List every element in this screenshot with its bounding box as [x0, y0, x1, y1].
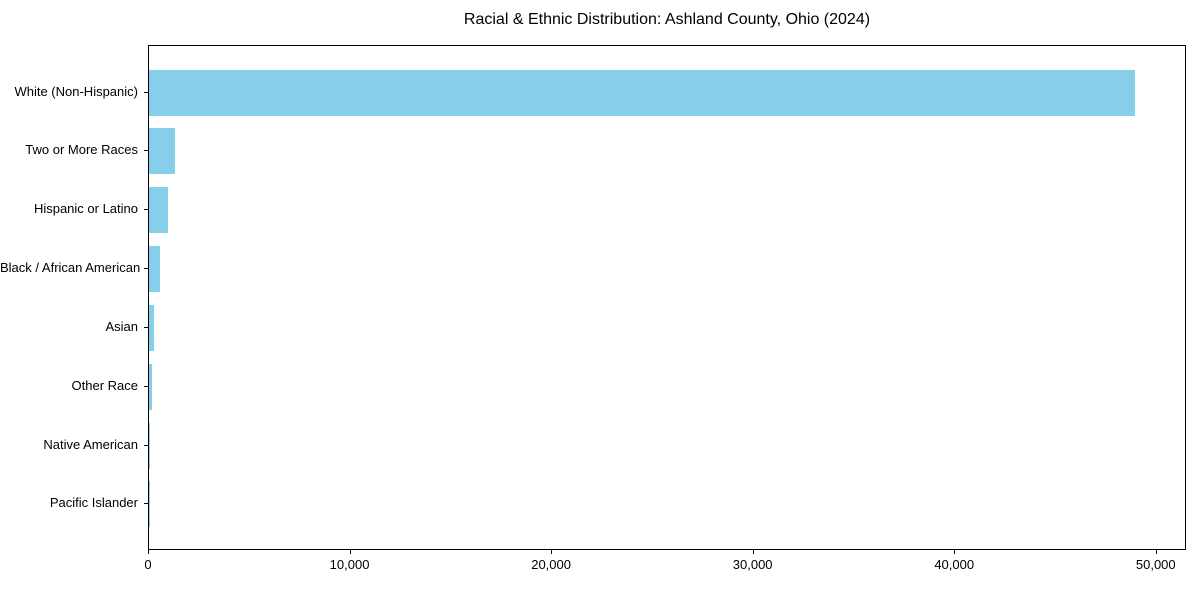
x-tick-mark — [349, 550, 351, 554]
y-tick-label-pacific-islander: Pacific Islander — [49, 495, 138, 511]
bar-asian — [149, 304, 154, 351]
x-tick-mark — [752, 550, 754, 554]
y-tick-mark — [144, 209, 148, 211]
bar-black-african-american — [149, 246, 161, 293]
y-tick-label-hispanic-or-latino: Hispanic or Latino — [33, 201, 138, 217]
y-tick-mark — [144, 268, 148, 270]
x-tick-label-50000: 50,000 — [1135, 557, 1176, 572]
bar-white-non-hispanic — [149, 69, 1135, 116]
bar-hispanic-or-latino — [149, 187, 169, 234]
x-tick-label-20000: 20,000 — [531, 557, 571, 572]
chart-title: Racial & Ethnic Distribution: Ashland Co… — [463, 11, 871, 28]
x-tick-label-0: 0 — [144, 557, 152, 572]
y-tick-label-other-race: Other Race — [71, 377, 138, 393]
y-tick-label-white-non-hispanic: White (Non-Hispanic) — [14, 83, 138, 99]
bar-two-or-more-races — [149, 128, 176, 175]
x-tick-mark — [148, 550, 149, 554]
y-tick-mark — [144, 444, 148, 446]
y-tick-mark — [144, 385, 148, 387]
bar-native-american — [149, 422, 150, 469]
plot-area — [148, 45, 1186, 550]
y-tick-mark — [144, 91, 148, 93]
y-tick-label-native-american: Native American — [43, 436, 138, 452]
y-tick-mark — [144, 503, 148, 505]
x-tick-mark — [1155, 550, 1157, 554]
x-tick-mark — [954, 550, 956, 554]
x-tick-label-10000: 10,000 — [329, 557, 370, 572]
y-tick-label-asian: Asian — [105, 318, 138, 334]
x-tick-mark — [551, 550, 553, 554]
bar-other-race — [149, 363, 153, 410]
y-tick-mark — [144, 326, 148, 328]
y-tick-mark — [144, 150, 148, 152]
x-tick-label-40000: 40,000 — [934, 557, 975, 572]
y-tick-label-black-african-american: Black / African American — [0, 260, 141, 276]
x-tick-label-30000: 30,000 — [732, 557, 773, 572]
y-tick-label-two-or-more-races: Two or More Races — [25, 142, 138, 158]
